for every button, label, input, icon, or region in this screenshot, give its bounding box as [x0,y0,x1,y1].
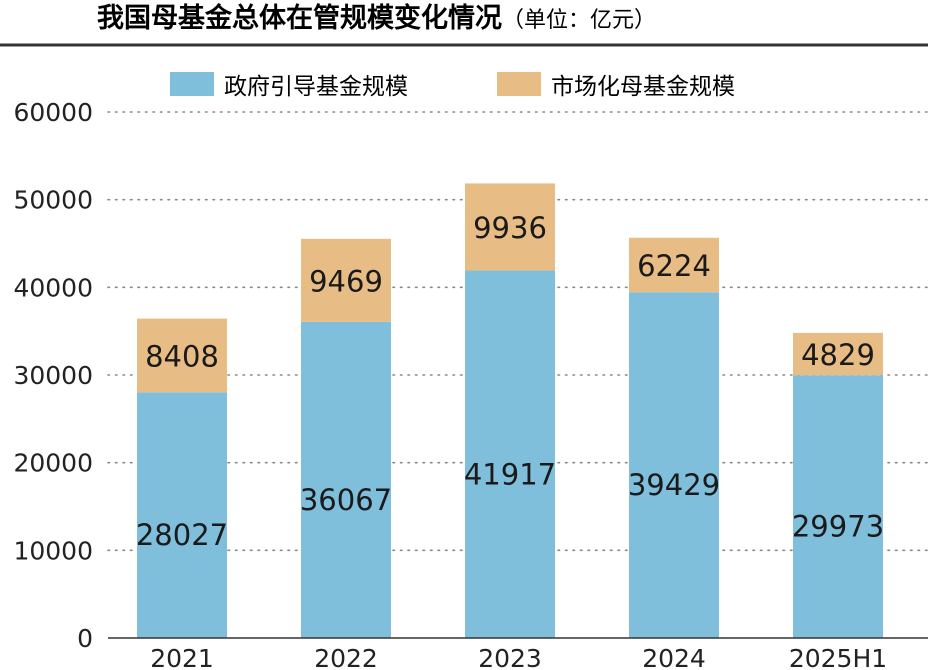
bar-value-label: 6224 [637,249,711,283]
bar-government-segment [301,321,391,638]
bar-value-label: 9469 [309,264,383,298]
y-tick-label: 10000 [13,536,93,565]
bar-market-segment [793,332,883,376]
bar-government-segment [465,270,555,638]
bar-market-segment [465,183,555,271]
gridlines [107,111,928,552]
y-tick-label: 20000 [13,449,93,478]
bar-market-segment [137,318,227,393]
x-tick-label: 2021 [150,644,214,670]
x-tick-label: 2024 [642,644,706,670]
bar-value-label: 9936 [473,211,547,245]
bars: 28027 8408 36067 9469 41917 9936 39429 6224 2997… [136,183,884,638]
bar-value-label: 4829 [801,338,875,372]
bar-value-label: 39429 [628,468,720,502]
y-tick-label: 60000 [13,98,93,127]
bar-value-label: 28027 [136,518,228,552]
bar-government-segment [793,375,883,638]
y-tick-label: 40000 [13,273,93,302]
y-tick-label: 0 [77,624,93,653]
bar-value-label: 8408 [145,339,219,373]
bar-market-segment [301,238,391,322]
chart-title-unit: （单位：亿元） [502,8,656,33]
bar-value-label: 36067 [300,483,392,517]
legend-swatch-government [170,72,214,96]
bar-government-segment [629,292,719,638]
legend: 政府引导基金规模 市场化母基金规模 [170,72,735,100]
bar-value-label: 41917 [464,457,556,491]
legend-label-market: 市场化母基金规模 [551,74,735,100]
chart-title-main: 我国母基金总体在管规模变化情况 [97,2,502,34]
y-tick-label: 50000 [13,186,93,215]
x-tick-label: 2025H1 [789,644,887,670]
legend-label-government: 政府引导基金规模 [224,74,408,100]
x-tick-label: 2023 [478,644,542,670]
x-axis: 2021 2022 2023 2024 2025H1 [150,644,887,670]
x-tick-label: 2022 [314,644,378,670]
y-axis: 0 10000 20000 30000 40000 50000 60000 [13,98,93,653]
y-tick-label: 30000 [13,361,93,390]
bar-government-segment [137,392,227,638]
bar-value-label: 29973 [792,510,884,544]
bar-market-segment [629,237,719,293]
chart-title: 我国母基金总体在管规模变化情况（单位：亿元） [97,2,656,34]
legend-swatch-market [497,72,541,96]
